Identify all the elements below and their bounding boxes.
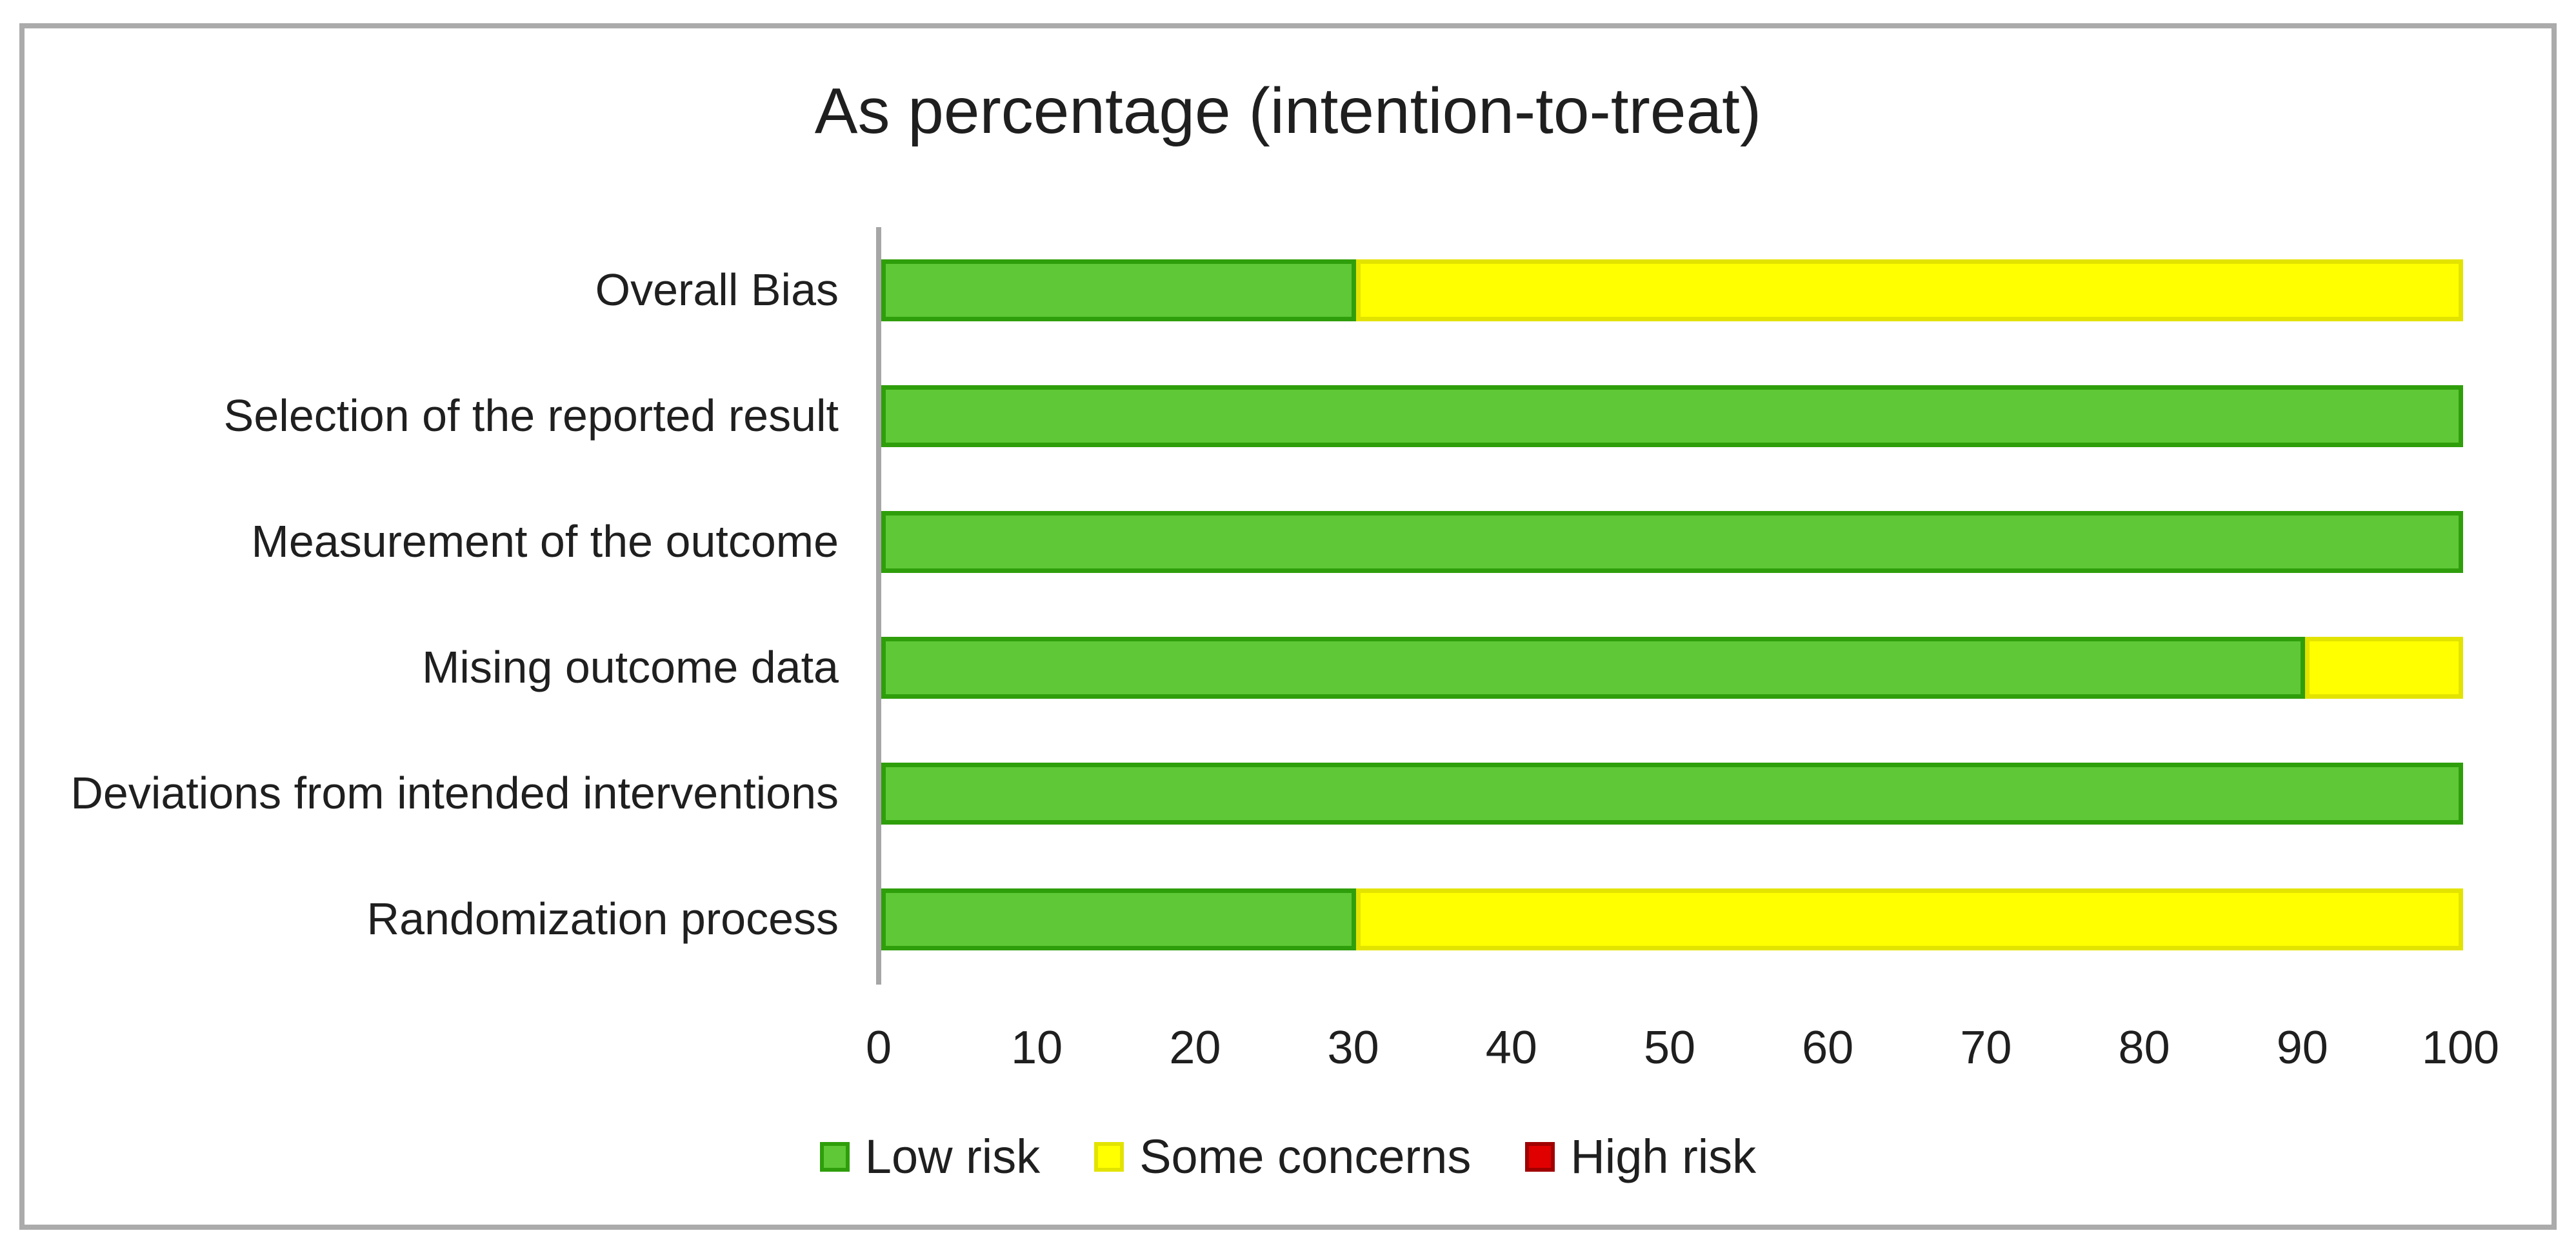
x-tick-label-20: 20 — [1169, 1022, 1221, 1074]
bar-row-measurement-of-the-outcome — [881, 510, 2463, 573]
chart-frame — [19, 23, 2557, 1230]
y-axis-line — [876, 227, 881, 985]
legend: Low risk Some concerns High risk — [0, 1129, 2576, 1184]
legend-item-some-concerns: Some concerns — [1094, 1129, 1471, 1184]
bar-segment-low-risk — [881, 888, 1356, 950]
x-tick-label-50: 50 — [1643, 1022, 1696, 1074]
category-label-measurement-of-the-outcome: Measurement of the outcome — [251, 516, 839, 566]
x-tick-label-0: 0 — [865, 1022, 892, 1074]
x-tick-label-70: 70 — [1960, 1022, 2012, 1074]
category-label-overall-bias: Overall Bias — [595, 265, 839, 315]
bar-segment-some-concerns — [1355, 259, 2463, 321]
legend-label-some-concerns: Some concerns — [1139, 1130, 1472, 1183]
bar-row-deviations-from-intended-interventions — [881, 762, 2463, 825]
legend-swatch-some-concerns — [1094, 1141, 1124, 1172]
x-tick-label-30: 30 — [1327, 1022, 1379, 1074]
legend-label-high-risk: High risk — [1570, 1130, 1757, 1183]
bar-segment-low-risk — [881, 762, 2463, 825]
legend-label-low-risk: Low risk — [864, 1130, 1041, 1183]
x-tick-label-60: 60 — [1802, 1022, 1854, 1074]
bar-segment-some-concerns — [2304, 636, 2463, 699]
legend-item-high-risk: High risk — [1525, 1129, 1756, 1184]
legend-item-low-risk: Low risk — [819, 1129, 1041, 1184]
bar-row-randomization-process — [881, 888, 2463, 950]
x-tick-label-10: 10 — [1011, 1022, 1063, 1074]
x-tick-label-90: 90 — [2276, 1022, 2328, 1074]
legend-swatch-low-risk — [819, 1141, 850, 1172]
bar-segment-low-risk — [881, 259, 1356, 321]
category-label-selection-of-the-reported-result: Selection of the reported result — [223, 390, 839, 441]
bar-row-mising-outcome-data — [881, 636, 2463, 699]
bar-row-overall-bias — [881, 259, 2463, 321]
bar-segment-low-risk — [881, 385, 2463, 447]
x-tick-label-100: 100 — [2421, 1022, 2500, 1074]
x-tick-label-80: 80 — [2118, 1022, 2170, 1074]
bar-row-selection-of-the-reported-result — [881, 385, 2463, 447]
category-label-deviations-from-intended-interventions: Deviations from intended interventions — [70, 768, 839, 818]
bar-segment-low-risk — [881, 510, 2463, 573]
legend-swatch-high-risk — [1525, 1141, 1555, 1172]
bar-segment-some-concerns — [1355, 888, 2463, 950]
bar-segment-low-risk — [881, 636, 2305, 699]
x-tick-label-40: 40 — [1485, 1022, 1537, 1074]
category-label-randomization-process: Randomization process — [366, 894, 839, 944]
category-label-mising-outcome-data: Mising outcome data — [422, 642, 839, 692]
chart-title: As percentage (intention-to-treat) — [814, 75, 1762, 147]
